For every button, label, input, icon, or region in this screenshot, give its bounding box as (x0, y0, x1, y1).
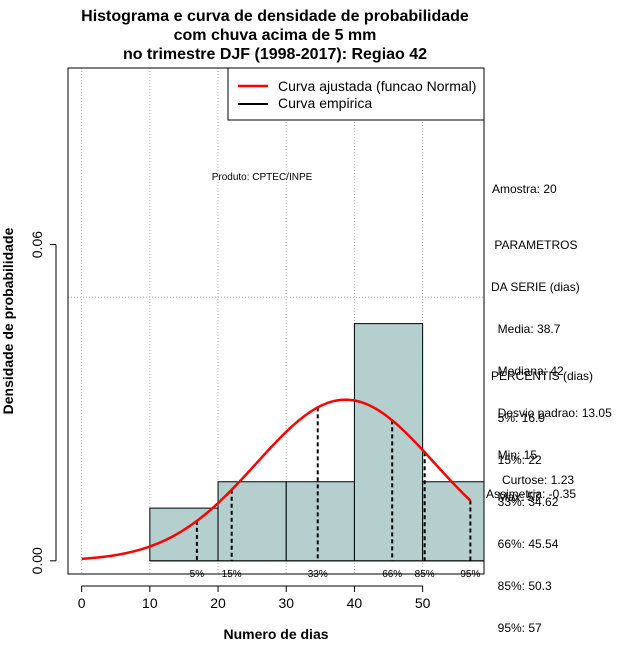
percentis-line: PERCENTIS (dias) (491, 369, 594, 383)
histogram-bar (149, 507, 219, 562)
params-line: Media: 38.7 (491, 322, 561, 336)
chart-title: Histograma e curva de densidade de proba… (81, 8, 469, 63)
normal-fit-curve (81, 398, 472, 561)
x-tick-label: 40 (347, 595, 363, 611)
histogram-bar (353, 323, 424, 562)
y-axis-label: Densidade de probabilidade (0, 227, 16, 414)
legend-label-empirical: Curva empirica (278, 95, 372, 111)
title-line-3: no trimestre DJF (1998-2017): Regiao 42 (123, 46, 427, 63)
x-tick-label: 30 (278, 595, 294, 611)
params-line: Max: 57 (491, 490, 541, 504)
legend-label-fit: Curva ajustada (funcao Normal) (278, 78, 476, 94)
params-line: Mediana: 42 (491, 364, 564, 378)
product-annotation: Produto: CPTEC/INPE (212, 172, 313, 183)
y-tick-label: 0.00 (29, 547, 45, 574)
percentis-line: 95%: 57 (491, 621, 542, 635)
params-line: DA SERIE (dias) (491, 280, 580, 294)
grid-lines (68, 68, 484, 574)
normal-curve-layer (81, 398, 472, 561)
sample-size: Amostra: 20 (492, 182, 557, 196)
percentis-line: 33%: 34.62 (491, 495, 559, 509)
series-parameters: PARAMETROS DA SERIE (dias) Media: 38.7 M… (491, 210, 612, 518)
histogram-bar (422, 481, 485, 562)
percentis-line: 85%: 50.3 (491, 579, 552, 593)
title-line-1: Histograma e curva de densidade de proba… (81, 8, 469, 25)
params-line: Min: 15 (491, 448, 538, 462)
x-axis-label: Numero de dias (223, 626, 328, 642)
x-axis: 0 10 20 30 40 50 (78, 585, 431, 611)
histogram-bar (285, 481, 355, 562)
x-tick-label: 0 (78, 595, 86, 611)
x-tick-label: 10 (142, 595, 158, 611)
histogram-bars (149, 323, 485, 562)
params-line: Desvio padrao: 13.05 (491, 406, 612, 420)
x-tick-label: 20 (210, 595, 226, 611)
percentile-lines (195, 407, 472, 561)
title-line-2: com chuva acima de 5 mm (174, 27, 377, 44)
legend-box (227, 67, 485, 121)
y-tick-label: 0.06 (29, 231, 45, 258)
percentis-line: 15%: 22 (491, 453, 542, 467)
percentis-line: 66%: 45.54 (491, 537, 559, 551)
skewness: Assimetria: -0.35 (486, 487, 577, 501)
legend: Curva ajustada (funcao Normal) Curva emp… (227, 67, 485, 121)
percentis-line: 5%: 16.9 (491, 411, 546, 425)
x-tick-label: 50 (415, 595, 431, 611)
kurtosis: Curtose: 1.23 (502, 473, 575, 487)
params-line: PARAMETROS (491, 238, 578, 252)
percentiles-block: PERCENTIS (dias) 5%: 16.9 15%: 22 33%: 3… (491, 341, 593, 649)
y-axis: 0.00 0.06 (29, 231, 57, 574)
